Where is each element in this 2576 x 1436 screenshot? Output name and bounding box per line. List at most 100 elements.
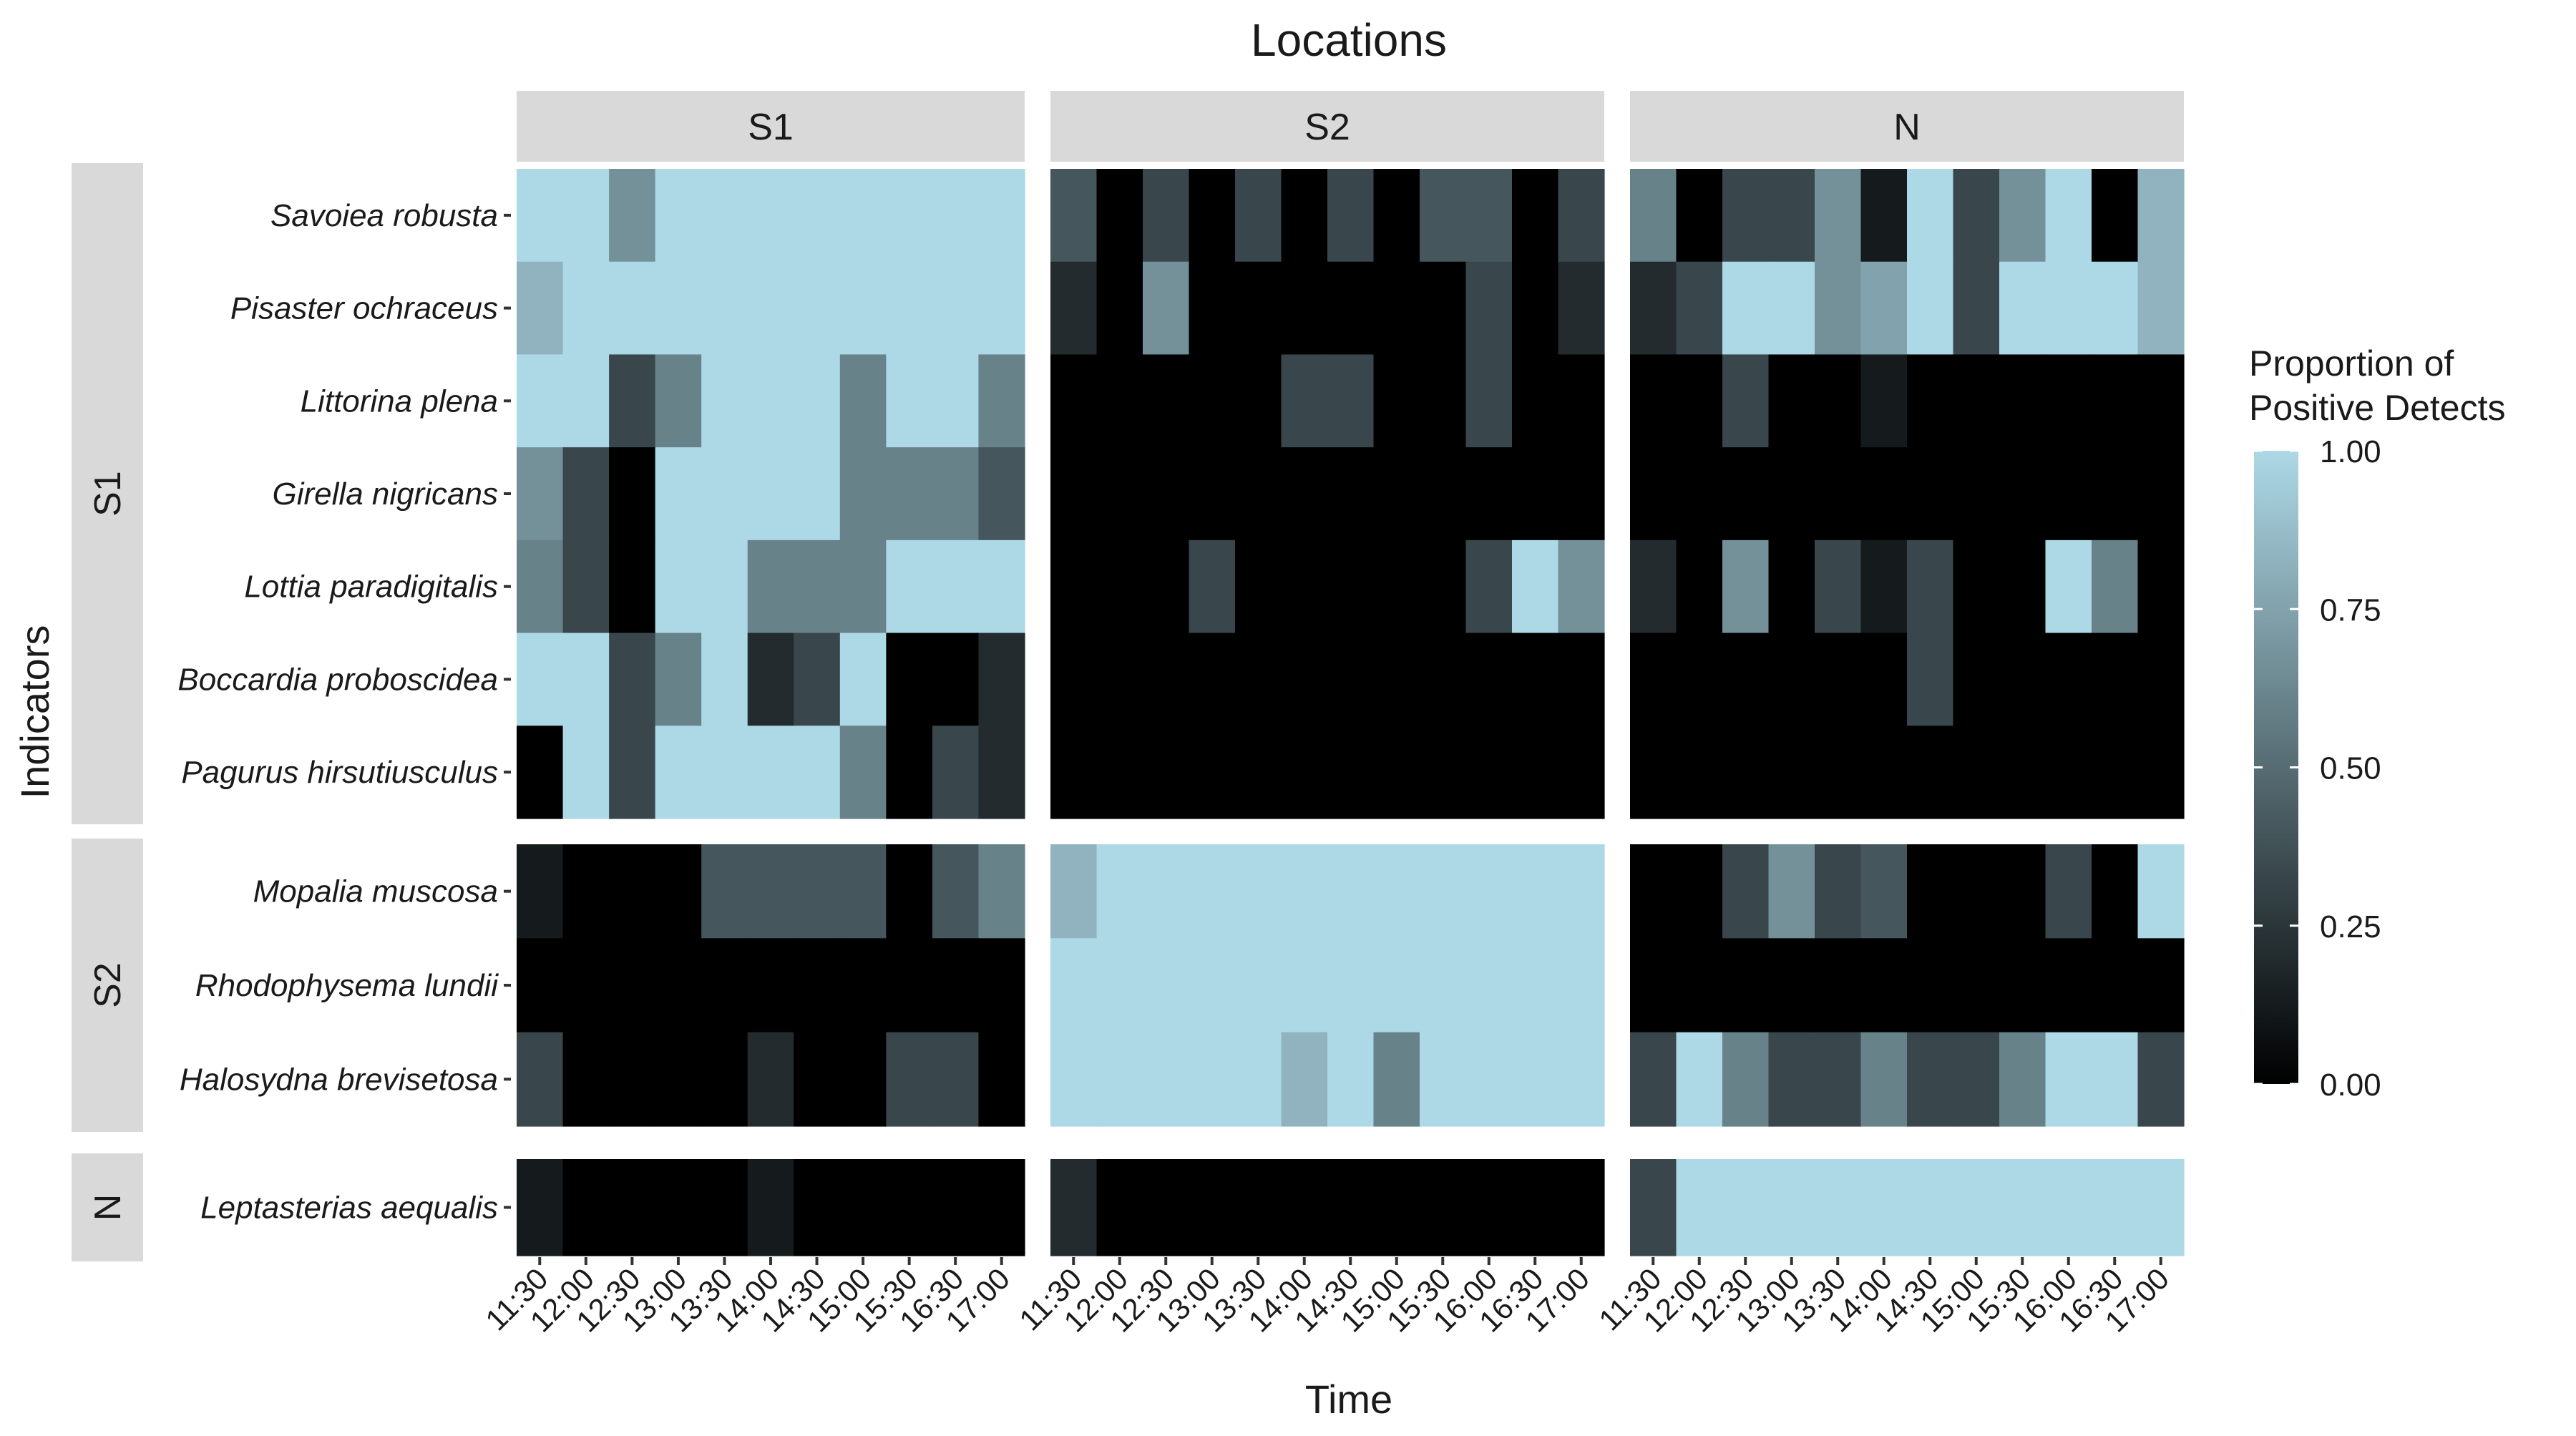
heatmap-cell xyxy=(839,354,887,448)
heatmap-cell xyxy=(517,169,564,263)
heatmap-cell xyxy=(1722,354,1770,448)
heatmap-cell xyxy=(1512,1032,1559,1127)
heatmap-cell xyxy=(747,844,794,939)
heatmap-cell xyxy=(1189,447,1236,541)
heatmap-cell xyxy=(1189,726,1236,819)
heatmap-cell xyxy=(562,844,610,939)
row-strip-s2 xyxy=(72,839,143,1132)
heatmap-cell xyxy=(1235,354,1282,448)
heatmap-cell xyxy=(1815,1159,1862,1256)
heatmap-cell xyxy=(1676,938,1723,1033)
heatmap-cell xyxy=(1953,632,2000,726)
heatmap-cell xyxy=(701,938,748,1033)
heatmap-cell xyxy=(1558,844,1605,939)
heatmap-cell xyxy=(1235,938,1282,1033)
heatmap-cell xyxy=(1281,844,1328,939)
heatmap-cell xyxy=(1373,726,1420,819)
heatmap-cell xyxy=(886,1159,933,1256)
heatmap-cell xyxy=(1465,539,1513,634)
heatmap-cell xyxy=(1420,447,1467,541)
heatmap-cell xyxy=(1235,844,1282,939)
row-strip-label-s2: S2 xyxy=(87,962,129,1008)
heatmap-cell xyxy=(886,1032,933,1127)
heatmap-cell xyxy=(1999,539,2046,634)
heatmap-cell xyxy=(1676,447,1723,541)
heatmap-cell xyxy=(1953,726,2000,819)
heatmap-cell xyxy=(1722,726,1770,819)
heatmap-cell xyxy=(701,169,748,263)
heatmap-cell xyxy=(1281,938,1328,1033)
heatmap-cell xyxy=(747,261,794,356)
heatmap-cell xyxy=(886,844,933,939)
heatmap-cell xyxy=(1420,539,1467,634)
heatmap-cell xyxy=(1953,354,2000,448)
heatmap-cell xyxy=(1050,844,1098,939)
heatmap-cell xyxy=(839,632,887,726)
heatmap-cell xyxy=(1050,447,1098,541)
heatmap-cell xyxy=(1281,261,1328,356)
heatmap-cell xyxy=(1465,844,1513,939)
heatmap-cell xyxy=(517,447,564,541)
heatmap-cell xyxy=(1768,632,1815,726)
heatmap-cell xyxy=(562,539,610,634)
heatmap-cell xyxy=(562,354,610,448)
heatmap-cell xyxy=(1907,632,1954,726)
heatmap-cell xyxy=(1420,1032,1467,1127)
heatmap-cell xyxy=(1373,539,1420,634)
heatmap-cell xyxy=(1281,1159,1328,1256)
heatmap-cell xyxy=(747,539,794,634)
heatmap-cell xyxy=(1281,1032,1328,1127)
heatmap-cell xyxy=(2137,261,2185,356)
heatmap-cell xyxy=(1630,1032,1677,1127)
heatmap-cell xyxy=(839,1159,887,1256)
heatmap-cell xyxy=(609,169,656,263)
heatmap-cell xyxy=(1953,1159,2000,1256)
heatmap-cell xyxy=(1096,844,1143,939)
column-strip-n xyxy=(1630,91,2184,162)
heatmap-cell xyxy=(794,539,841,634)
heatmap-cell xyxy=(1815,447,1862,541)
heatmap-cell xyxy=(1512,261,1559,356)
column-strip-label-s1: S1 xyxy=(748,107,794,148)
heatmap-cell xyxy=(747,632,794,726)
heatmap-cell xyxy=(2045,1159,2092,1256)
heatmap-cell xyxy=(1953,539,2000,634)
y-tick-label-pagurus-hirsutiusculus: Pagurus hirsutiusculus xyxy=(181,755,498,790)
heatmap-cell xyxy=(1558,261,1605,356)
heatmap-cell xyxy=(1953,169,2000,263)
heatmap-cell xyxy=(1327,539,1375,634)
legend-title-line: Positive Detects xyxy=(2249,388,2505,428)
heatmap-cell xyxy=(1999,354,2046,448)
heatmap-cell xyxy=(886,539,933,634)
heatmap-cell xyxy=(1373,938,1420,1033)
heatmap-cell xyxy=(1281,539,1328,634)
heatmap-cell xyxy=(1096,938,1143,1033)
y-tick-label-rhodophysema-lundii: Rhodophysema lundii xyxy=(195,968,499,1003)
heatmap-cell xyxy=(655,447,702,541)
heatmap-cell xyxy=(1327,632,1375,726)
legend-tick-label: 0.00 xyxy=(2320,1068,2381,1103)
heatmap-cell xyxy=(2137,354,2185,448)
heatmap-cell xyxy=(655,726,702,819)
heatmap-cell xyxy=(1630,539,1677,634)
heatmap-cell xyxy=(1420,1159,1467,1256)
heatmap-cell xyxy=(2092,169,2139,263)
heatmap-cell xyxy=(1143,539,1190,634)
heatmap-cell xyxy=(1907,938,1954,1033)
heatmap-cell xyxy=(1860,539,1908,634)
heatmap-cell xyxy=(1999,844,2046,939)
heatmap-cell xyxy=(1676,726,1723,819)
heatmap-cell xyxy=(1676,1159,1723,1256)
heatmap-cell xyxy=(1096,169,1143,263)
y-tick-label-littorina-plena: Littorina plena xyxy=(301,384,498,419)
heatmap-cell xyxy=(1676,1032,1723,1127)
heatmap-cell xyxy=(1815,726,1862,819)
heatmap-cell xyxy=(747,354,794,448)
heatmap-cell xyxy=(1558,1159,1605,1256)
heatmap-cell xyxy=(1512,726,1559,819)
heatmap-cell xyxy=(1630,447,1677,541)
heatmap-cell xyxy=(1953,844,2000,939)
heatmap-cell xyxy=(1235,169,1282,263)
heatmap-cell xyxy=(2092,447,2139,541)
heatmap-cell xyxy=(1465,726,1513,819)
